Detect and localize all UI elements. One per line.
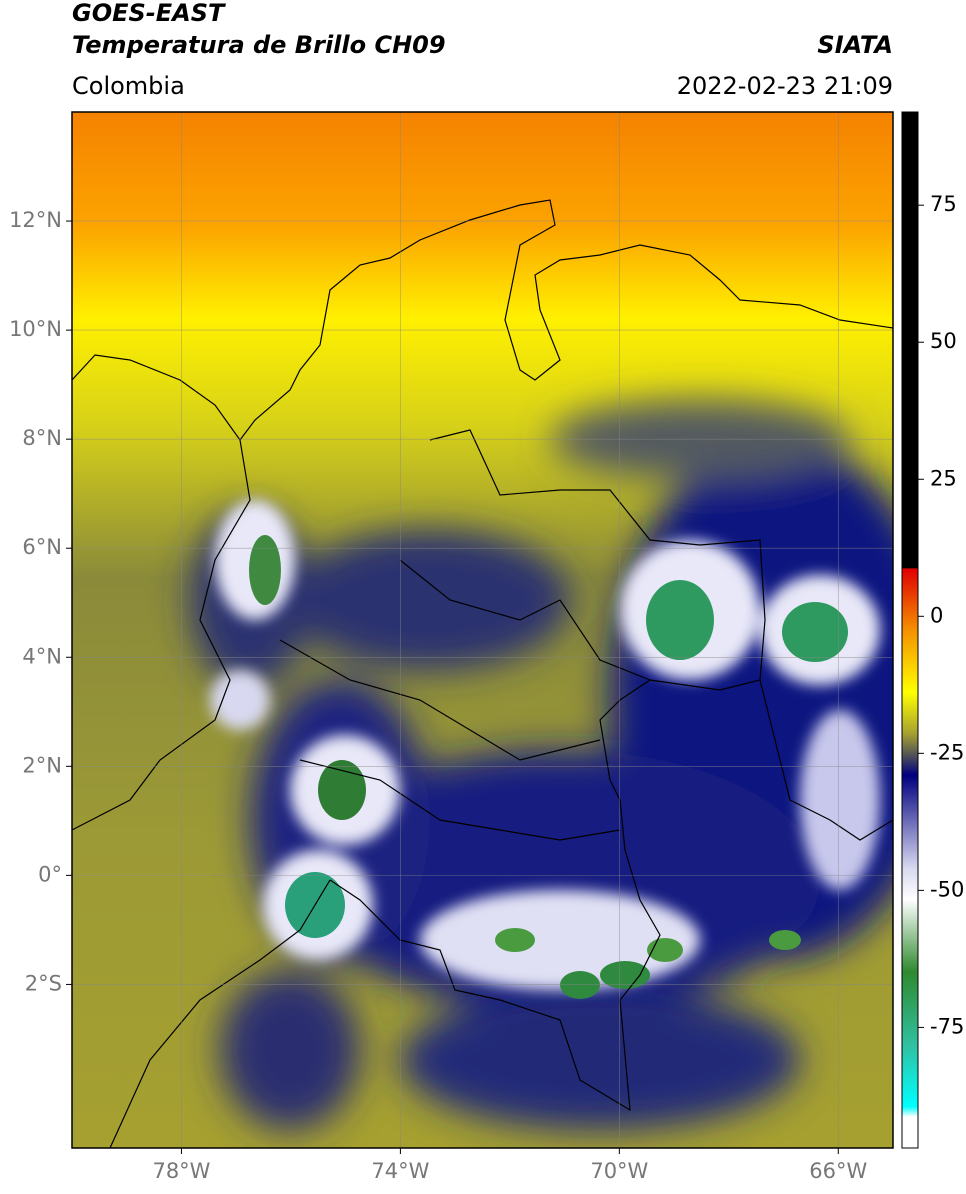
colorbar-tick-label: -25 [930,740,964,764]
y-tick-label: 2°S [25,971,62,995]
x-tick-label: 78°W [152,1159,210,1183]
region: Colombia [72,72,185,100]
colorbar-tick-label: 25 [930,466,957,490]
colorbar-tick-label: 75 [930,192,957,216]
datetime: 2022-02-23 21:09 [677,72,893,100]
borders [72,199,893,1148]
title-line2: Temperatura de Brillo CH09 [72,31,446,59]
x-tick-label: 70°W [590,1159,648,1183]
colorbar-tick-label: 50 [930,329,957,353]
y-tick-label: 4°N [22,644,62,668]
colorbar-tick-label: -50 [930,877,964,901]
x-tick-label: 74°W [371,1159,429,1183]
y-tick-label: 0° [38,862,62,886]
source: SIATA [817,31,893,59]
x-tick-label: 66°W [809,1159,867,1183]
map-frame [71,111,894,1149]
y-tick-label: 2°N [22,753,62,777]
colorbar-tick-label: 0 [930,603,943,627]
y-tick-label: 10°N [9,317,62,341]
colorbar [901,111,919,1149]
colorbar-tick-label: -75 [930,1014,964,1038]
grid [72,112,893,1148]
cloud-cores [249,535,848,999]
title-line1: GOES-EAST [72,0,226,27]
y-tick-label: 6°N [22,535,62,559]
y-tick-label: 8°N [22,426,62,450]
map-imagery [72,112,893,1148]
y-tick-label: 12°N [9,208,62,232]
